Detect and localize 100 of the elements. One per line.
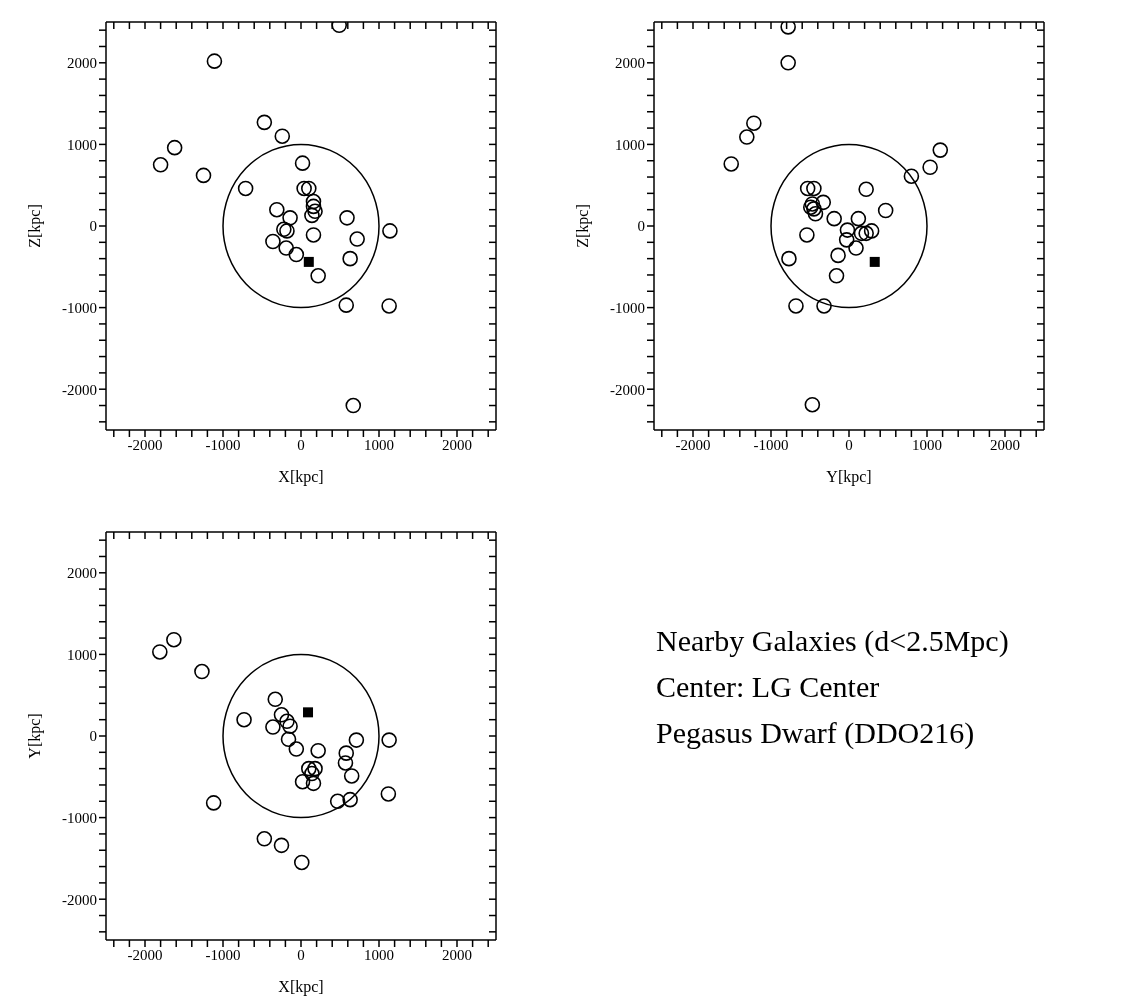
y-tick-label: 0	[89, 218, 97, 235]
y-tick-label: 1000	[67, 136, 97, 153]
y-tick-label: -2000	[62, 891, 97, 908]
x-tick-label: 0	[845, 436, 853, 453]
x-tick-label: -1000	[205, 946, 241, 963]
point	[152, 157, 169, 173]
point	[279, 713, 295, 730]
point	[723, 156, 740, 172]
point	[237, 180, 254, 197]
point	[853, 225, 870, 242]
point	[305, 198, 322, 215]
point	[294, 155, 311, 171]
point	[338, 745, 355, 761]
y-axis-title: Z[kpc]	[25, 204, 44, 248]
x-tick-label: 0	[297, 946, 305, 963]
x-tick-label: 1000	[912, 436, 942, 453]
x-tick-label: 2000	[990, 436, 1020, 453]
point	[781, 250, 797, 267]
y-tick-label: -1000	[610, 299, 645, 316]
point	[806, 180, 822, 197]
point	[278, 240, 294, 256]
x-tick-label: -2000	[675, 436, 711, 453]
y-axis-title: Z[kpc]	[573, 204, 592, 248]
point	[288, 741, 305, 757]
point	[839, 222, 856, 238]
point	[932, 142, 949, 158]
y-tick-label: 1000	[615, 136, 645, 153]
x-tick-label: 1000	[364, 946, 394, 963]
point	[274, 128, 291, 145]
x-tick-label: -2000	[127, 436, 163, 453]
point	[342, 791, 358, 808]
x-axis-title: X[kpc]	[278, 468, 324, 486]
point	[804, 196, 821, 212]
x-axis-title: X[kpc]	[278, 978, 324, 996]
point	[850, 210, 867, 227]
point	[256, 114, 273, 131]
point	[288, 246, 305, 263]
point	[194, 663, 210, 680]
point	[310, 742, 326, 759]
point	[236, 711, 252, 728]
point	[305, 193, 322, 210]
point	[273, 706, 290, 723]
x-tick-label: 2000	[442, 436, 472, 453]
point	[380, 786, 397, 802]
point	[195, 167, 212, 184]
x-tick-label: -1000	[753, 436, 789, 453]
point	[830, 247, 846, 264]
y-tick-label: 1000	[67, 646, 97, 663]
point	[269, 201, 285, 218]
point	[293, 854, 310, 871]
point	[303, 707, 314, 718]
point	[807, 205, 824, 222]
point	[304, 207, 320, 224]
y-tick-label: -1000	[62, 809, 97, 826]
point	[858, 181, 874, 198]
point	[858, 225, 874, 242]
text: Pegasus Dwarf (DDO216)	[656, 715, 976, 751]
point	[303, 256, 314, 267]
point	[329, 793, 346, 810]
point	[265, 233, 281, 250]
y-tick-label: -2000	[62, 381, 97, 398]
y-tick-label: 0	[89, 728, 97, 745]
point	[166, 139, 183, 156]
point	[280, 731, 297, 748]
point	[338, 297, 355, 313]
point	[267, 691, 284, 708]
point	[780, 22, 796, 35]
x-tick-label: -1000	[205, 436, 241, 453]
point	[310, 267, 326, 284]
point	[294, 773, 311, 790]
x-tick-label: 1000	[364, 436, 394, 453]
y-tick-label: 2000	[615, 55, 645, 72]
x-tick-label: 0	[297, 436, 305, 453]
point	[301, 760, 317, 777]
point	[307, 760, 323, 777]
point	[273, 837, 290, 854]
point	[348, 732, 365, 748]
point	[381, 298, 397, 314]
point	[826, 210, 842, 227]
point	[922, 159, 938, 176]
point	[903, 168, 920, 185]
point	[282, 718, 298, 735]
point	[746, 115, 762, 131]
point	[382, 223, 398, 239]
point	[343, 768, 360, 784]
y-tick-label: -1000	[62, 299, 97, 316]
text: Nearby Galaxies (d<2.5Mpc)	[656, 623, 1009, 659]
point	[345, 397, 362, 414]
y-tick-label: 0	[637, 218, 645, 235]
point	[304, 765, 320, 782]
y-tick-label: 2000	[67, 55, 97, 72]
point	[863, 223, 880, 239]
point	[788, 298, 804, 314]
point	[339, 210, 355, 226]
point	[838, 232, 855, 248]
point	[166, 631, 182, 648]
x-tick-label: 2000	[442, 946, 472, 963]
point	[816, 298, 832, 314]
point	[296, 180, 312, 197]
point	[305, 775, 322, 792]
